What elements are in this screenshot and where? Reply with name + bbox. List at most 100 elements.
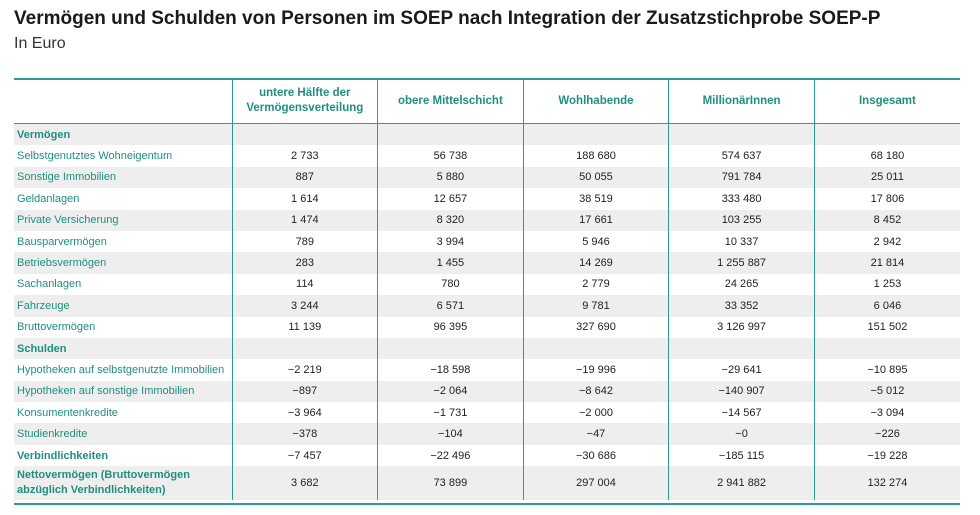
table-cell: 11 139	[231, 316, 378, 338]
table-cell: 3 244	[231, 295, 378, 317]
table-cell: 2 779	[522, 273, 669, 296]
table-cell: −29 641	[668, 359, 815, 381]
table-cell: 38 519	[522, 188, 669, 210]
table-cell: 8 320	[377, 209, 524, 231]
table-cell: 791 784	[668, 166, 815, 189]
table-cell: 132 274	[813, 466, 960, 501]
table-row: Studienkredite −378 −104 −47 −0 −226	[14, 423, 960, 445]
table-cell: 17 661	[522, 209, 669, 231]
table-section-row: Vermögen	[14, 123, 960, 146]
table-cell	[813, 337, 960, 360]
wealth-table: untere Hälfte der Vermögensverteilung ob…	[14, 79, 960, 501]
table-body: Vermögen Selbstgenutztes Wohneigentum 2 73…	[14, 123, 960, 501]
table-cell: 188 680	[522, 145, 669, 167]
table-row: Sonstige Immobilien 887 5 880 50 055 791 784…	[14, 166, 960, 189]
table-header: untere Hälfte der Vermögensverteilung ob…	[14, 79, 960, 124]
table-cell: 96 395	[377, 316, 524, 338]
table-row: Konsumentenkredite −3 964 −1 731 −2 000 −14 …	[14, 402, 960, 424]
table-row: Verbindlichkeiten −7 457 −22 496 −30 686 −18…	[14, 444, 960, 467]
table-cell	[522, 337, 669, 360]
table-row: Selbstgenutztes Wohneigentum 2 733 56 738 1…	[14, 145, 960, 167]
table-cell: 1 455	[377, 252, 524, 274]
table-cell: 14 269	[522, 252, 669, 274]
table-cell: 12 657	[377, 188, 524, 210]
table-cell: −18 598	[377, 359, 524, 381]
table-cell: 789	[231, 230, 378, 253]
row-label: Nettovermögen (Bruttovermögen abzüglich …	[14, 466, 232, 501]
table-cell: 10 337	[668, 230, 815, 253]
table-row: Geldanlagen 1 614 12 657 38 519 333 480 17 80…	[14, 188, 960, 210]
table-cell	[231, 337, 378, 360]
column-header-millionaires: MillionärInnen	[668, 79, 815, 124]
table-row: Hypotheken auf selbstgenutzte Immobilien…	[14, 359, 960, 381]
table-cell: −1 731	[377, 402, 524, 424]
table-cell: −5 012	[813, 380, 960, 403]
table-cell: −3 094	[813, 402, 960, 424]
row-label: Hypotheken auf selbstgenutzte Immobilien	[17, 363, 225, 376]
table-cell: −7 457	[231, 444, 378, 467]
table-cell: 1 255 887	[668, 252, 815, 274]
table-cell: −8 642	[522, 380, 669, 403]
table-cell: 68 180	[813, 145, 960, 167]
table-cell: 9 781	[522, 295, 669, 317]
table-cell: 103 255	[668, 209, 815, 231]
table-row: Betriebsvermögen 283 1 455 14 269 1 255 887 2…	[14, 252, 960, 274]
table-cell: 73 899	[377, 466, 524, 501]
table-row: Fahrzeuge 3 244 6 571 9 781 33 352 6 046	[14, 295, 960, 317]
header-row: untere Hälfte der Vermögensverteilung ob…	[14, 79, 960, 124]
table-cell: 33 352	[668, 295, 815, 317]
table-cell: −3 964	[231, 402, 378, 424]
table-cell: 327 690	[522, 316, 669, 338]
table-cell: 8 452	[813, 209, 960, 231]
row-label: Sachanlagen	[17, 278, 82, 291]
row-label: Fahrzeuge	[14, 295, 232, 317]
table-cell: 17 806	[813, 188, 960, 210]
column-header-lower-half: untere Hälfte der Vermögensverteilung	[231, 79, 378, 124]
page-title: Vermögen und Schulden von Personen im SO…	[14, 8, 881, 29]
table-cell: −2 000	[522, 402, 669, 424]
row-label: Hypotheken auf sonstige Immobilien	[14, 380, 232, 403]
table-cell: 3 994	[377, 230, 524, 253]
table-cell: 333 480	[668, 188, 815, 210]
table-cell: −226	[813, 423, 960, 445]
row-label: Bausparvermögen	[17, 235, 107, 248]
column-header-upper-middle: obere Mittelschicht	[377, 79, 524, 124]
table-row: Sachanlagen 114 780 2 779 24 265 1 253	[14, 273, 960, 296]
table-cell: 2 941 882	[668, 466, 815, 501]
table-cell: 780	[377, 273, 524, 296]
row-label: Vermögen	[14, 123, 232, 146]
row-label: Betriebsvermögen	[14, 252, 232, 274]
table-cell: −19 996	[522, 359, 669, 381]
row-label: Studienkredite	[14, 423, 232, 445]
table-cell: 3 126 997	[668, 316, 815, 338]
column-header-total: Insgesamt	[813, 79, 960, 124]
table-cell	[668, 123, 815, 146]
row-label: Geldanlagen	[17, 192, 80, 205]
table-row: Bruttovermögen 11 139 96 395 327 690 3 126 9…	[14, 316, 960, 338]
table-cell: 21 814	[813, 252, 960, 274]
table-cell: 2 942	[813, 230, 960, 253]
column-header-wealthy: Wohlhabende	[522, 79, 669, 124]
table-cell: −47	[522, 423, 669, 445]
table-cell: −104	[377, 423, 524, 445]
table-cell: 151 502	[813, 316, 960, 338]
table-cell: 24 265	[668, 273, 815, 296]
table-cell: −185 115	[668, 444, 815, 467]
table-bottom-rule	[14, 503, 960, 505]
table-cell: −10 895	[813, 359, 960, 381]
row-label: Bruttovermögen	[17, 321, 96, 334]
table-cell	[377, 337, 524, 360]
table-cell: 56 738	[377, 145, 524, 167]
row-label: Private Versicherung	[14, 209, 232, 231]
table-cell: 2 733	[231, 145, 378, 167]
table-cell: −140 907	[668, 380, 815, 403]
table-cell: −897	[231, 380, 378, 403]
table-row: Nettovermögen (Bruttovermögen abzüglich …	[14, 466, 960, 501]
page-subtitle: In Euro	[14, 35, 66, 52]
row-label: Konsumentenkredite	[17, 406, 118, 419]
table-row: Bausparvermögen 789 3 994 5 946 10 337 2 942	[14, 230, 960, 253]
table-cell: 297 004	[522, 466, 669, 501]
row-label: Selbstgenutztes Wohneigentum	[17, 150, 173, 163]
table-cell: −14 567	[668, 402, 815, 424]
table-cell: −30 686	[522, 444, 669, 467]
